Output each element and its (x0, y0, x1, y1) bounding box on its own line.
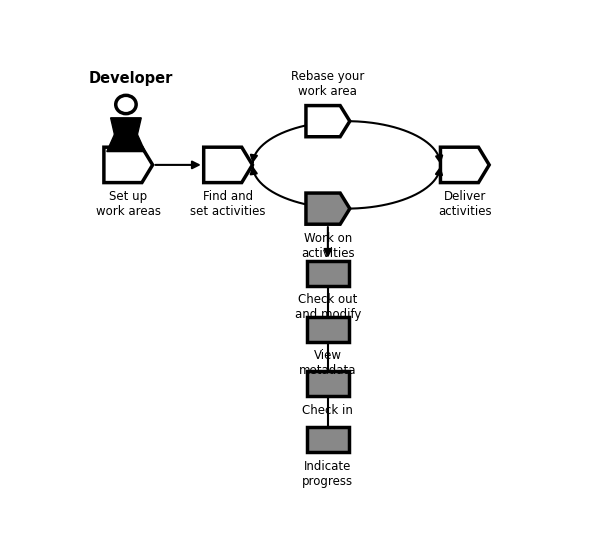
Polygon shape (440, 147, 489, 183)
Text: Check out
and modify: Check out and modify (295, 293, 361, 321)
Text: Check in: Check in (302, 404, 353, 417)
Text: Developer: Developer (89, 71, 173, 86)
Text: Indicate
progress: Indicate progress (302, 460, 353, 488)
Bar (307, 261, 349, 286)
Bar (307, 427, 349, 452)
Bar (307, 371, 349, 396)
Polygon shape (306, 105, 350, 137)
Polygon shape (104, 147, 153, 183)
Bar (307, 317, 349, 342)
Text: Rebase your
work area: Rebase your work area (291, 70, 365, 98)
Text: View
metadata: View metadata (299, 349, 356, 378)
Polygon shape (204, 147, 252, 183)
Polygon shape (306, 193, 350, 224)
Text: Deliver
activities: Deliver activities (438, 190, 492, 218)
Polygon shape (107, 135, 145, 151)
Text: Work on
activities: Work on activities (301, 232, 355, 260)
Text: Set up
work areas: Set up work areas (96, 190, 161, 218)
Polygon shape (111, 118, 141, 135)
Text: Find and
set activities: Find and set activities (190, 190, 266, 218)
